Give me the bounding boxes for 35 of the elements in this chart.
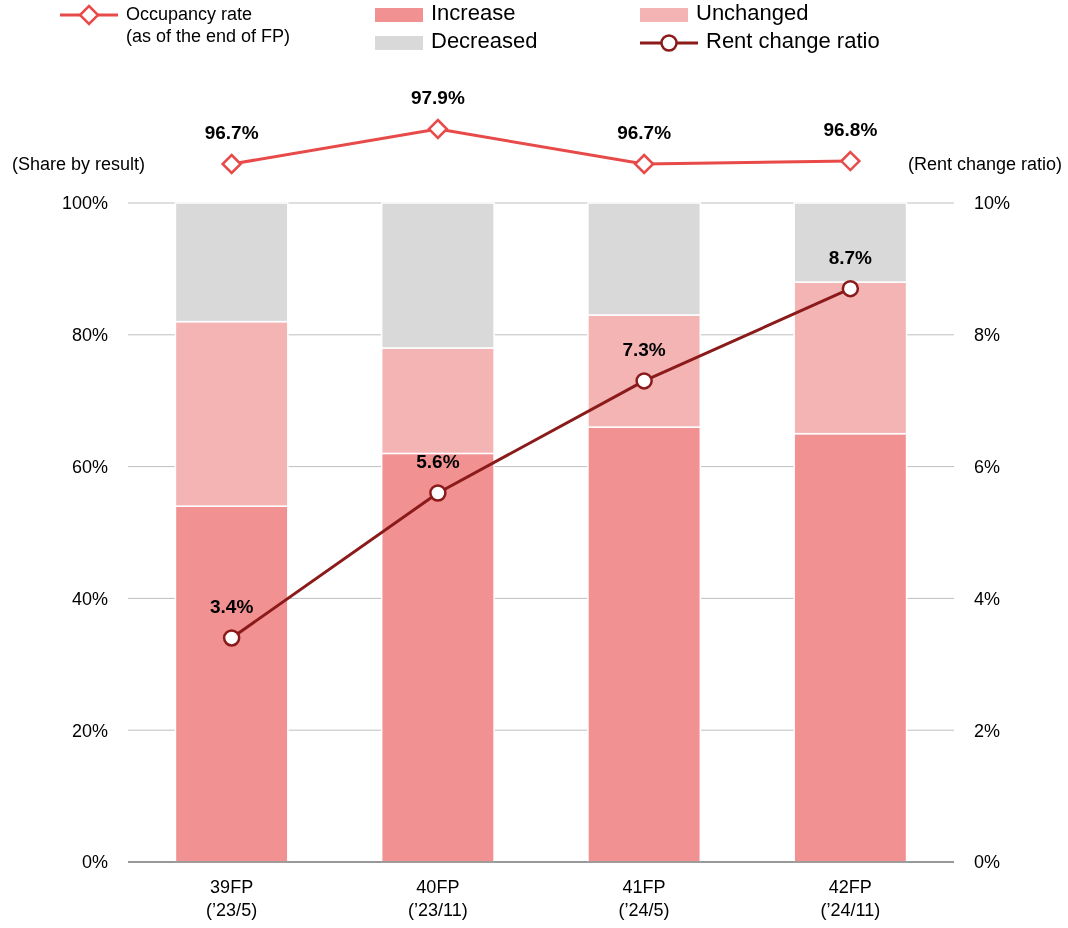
data-label: 96.7% [204,122,259,143]
point [635,372,653,390]
point [429,484,447,502]
legend-label: Increase [431,0,516,25]
data-label: 96.7% [617,122,672,143]
y2-tick-label: 4% [974,588,1001,609]
y-tick-label: 40% [71,588,108,609]
y2-tick-label: 8% [974,325,1001,346]
legend-label: Occupancy rate (as of the end of FP) [126,4,291,46]
point [841,279,860,298]
y-tick-label: 100% [61,193,108,214]
legend-label: Decreased [431,28,538,53]
point [222,629,241,647]
data-label: 8.7% [828,246,873,268]
x-tick-label: 39FP (’23/5) [206,877,258,920]
legend-label: Rent change ratio [706,28,880,53]
data-label: 3.4% [209,595,254,617]
legend-label: Unchanged [696,0,809,25]
y2-tick-label: 2% [974,720,1001,741]
y2-tick-label: 0% [974,852,1001,873]
y-tick-label: 0% [81,852,108,873]
data-label: 96.8% [823,119,878,141]
data-label: 7.3% [622,338,666,360]
data-label: 97.9% [410,87,465,108]
y-tick-label: 20% [71,720,108,741]
y-axis-title: (Share by result) [12,154,146,174]
y-tick-label: 60% [71,456,108,477]
y2-axis-title: (Rent change ratio) [907,154,1062,174]
y2-tick-label: 6% [974,456,1001,477]
y2-tick-label: 10% [974,193,1011,214]
x-tick-label: 42FP (’24/11) [820,877,881,920]
y-tick-label: 80% [71,325,108,346]
x-tick-label: 40FP (’23/11) [408,877,468,920]
x-tick-label: 41FP (’24/5) [618,877,670,920]
data-label: 5.6% [416,450,460,472]
